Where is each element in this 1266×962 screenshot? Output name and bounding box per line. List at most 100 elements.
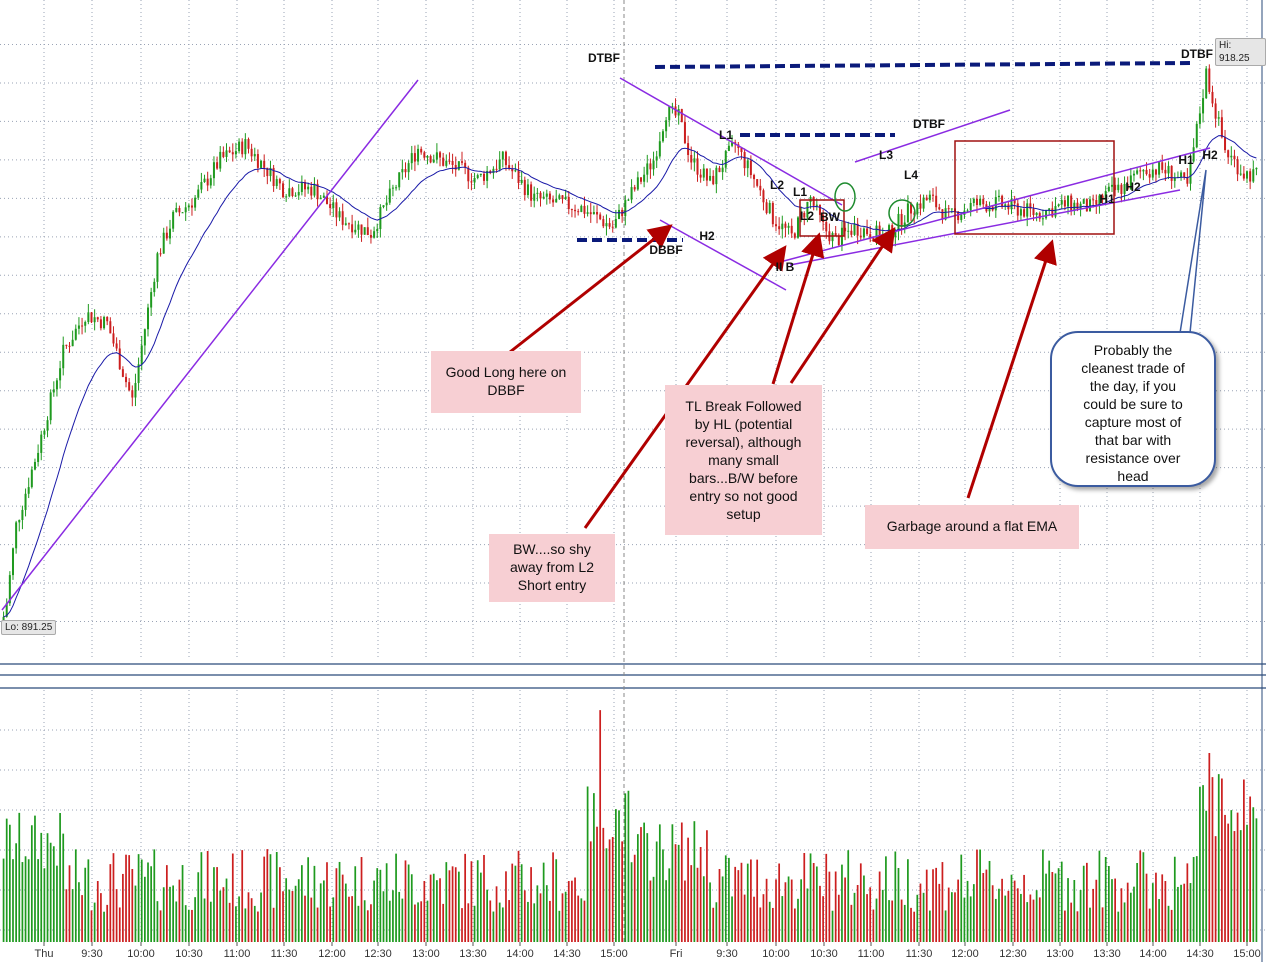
candle-body [241, 141, 244, 155]
candle-body [844, 227, 847, 232]
candle-body [1208, 68, 1211, 92]
candle-body [878, 225, 881, 240]
candle-body [1060, 200, 1063, 205]
x-tick-label: 9:30 [81, 948, 102, 960]
x-axis: Thu 9:30 10:00 10:30 11:00 11:30 12:00 12:30 13:… [35, 942, 1261, 960]
candle-body [87, 312, 90, 322]
candle-body [875, 225, 878, 242]
candle-body [410, 153, 413, 164]
candle-body [1016, 203, 1019, 216]
candle-body [523, 179, 526, 196]
candle-body [1067, 195, 1070, 207]
candle-body [504, 151, 507, 166]
bar-label: H2 [1125, 180, 1141, 194]
candle-body [709, 175, 712, 181]
candle-body [1145, 169, 1148, 175]
candle-body [194, 197, 197, 208]
candle-body [8, 575, 11, 604]
candle-body [391, 187, 394, 189]
candle-body [209, 178, 212, 186]
bar-labels: DTBF L1 DTBF L2 L1 L2 BW L3 L4 H2 DBBF II B H1 H2 H1 H2… [588, 47, 1218, 274]
candle-body [508, 165, 511, 169]
candle-body [1217, 117, 1220, 119]
candle-body [1136, 170, 1139, 174]
candle-body [699, 174, 702, 178]
bar-label: L1 [719, 128, 733, 142]
candle-body [916, 203, 919, 215]
candle-body [413, 153, 416, 162]
candle-body [950, 208, 953, 210]
candle-body [363, 227, 366, 235]
candle-body [1195, 123, 1198, 148]
candle-body [1089, 199, 1092, 212]
candle-body [360, 224, 363, 235]
candle-body [1063, 200, 1066, 207]
candle-body [256, 154, 259, 168]
candle-body [90, 312, 93, 323]
candle-body [545, 193, 548, 197]
x-tick-label: 11:30 [271, 948, 298, 960]
candle-body [1239, 173, 1242, 175]
x-tick-label: 14:30 [553, 948, 581, 960]
x-tick-label: 13:00 [1046, 948, 1074, 960]
candle-body [787, 225, 790, 228]
x-tick-label: 10:30 [175, 948, 203, 960]
x-tick-label: 10:30 [810, 948, 838, 960]
candle-body [975, 198, 978, 205]
candle-body [297, 191, 300, 196]
candle-body [690, 155, 693, 163]
candle-body [705, 168, 708, 181]
annotation-bw-shy: BW....so shy away from L2 Short entry [489, 534, 615, 602]
candle-body [724, 150, 727, 168]
candle-body [225, 150, 228, 157]
candle-body [84, 321, 87, 326]
candle-body [55, 380, 58, 390]
candle-body [181, 212, 184, 214]
candle-body [125, 376, 128, 383]
candle-body [514, 170, 517, 172]
candle-body [134, 383, 137, 398]
candle-body [159, 253, 162, 255]
candle-body [417, 148, 420, 162]
candle-body [479, 173, 482, 176]
candle-body [1192, 147, 1195, 162]
trend-line [779, 147, 1211, 263]
candle-body [325, 195, 328, 205]
bar-label: DBBF [649, 243, 682, 257]
annotation-arrow [509, 224, 673, 354]
candle-body [1227, 150, 1230, 158]
candle-body [1004, 204, 1007, 207]
candle-body [903, 222, 906, 227]
candle-body [1104, 191, 1107, 200]
candle-body [727, 145, 730, 151]
x-tick-label: 13:30 [1093, 948, 1121, 960]
candle-body [771, 202, 774, 225]
candle-body [1252, 169, 1255, 182]
x-tick-label: 11:30 [906, 948, 933, 960]
candle-body [1035, 212, 1038, 216]
candle-body [203, 178, 206, 183]
candle-body [589, 212, 592, 215]
candle-body [219, 151, 222, 169]
candle-body [1114, 184, 1117, 191]
candle-body [856, 223, 859, 236]
candle-body [979, 198, 982, 205]
candle-body [1161, 162, 1164, 170]
candle-body [1120, 184, 1123, 194]
candle-body [633, 187, 636, 190]
candle-body [731, 142, 734, 146]
candle-body [395, 187, 398, 189]
candle-body [234, 151, 237, 155]
candle-body [404, 169, 407, 173]
candle-body [282, 183, 285, 198]
candle-body [93, 317, 96, 323]
candle-body [231, 152, 234, 155]
candle-body [1242, 173, 1245, 179]
annotation-arrow [966, 239, 1057, 499]
candle-body [683, 122, 686, 144]
candle-body [103, 316, 106, 329]
candle-body [1092, 199, 1095, 201]
bar-label: L1 [793, 185, 807, 199]
candle-body [624, 200, 627, 217]
candle-body [168, 228, 171, 239]
